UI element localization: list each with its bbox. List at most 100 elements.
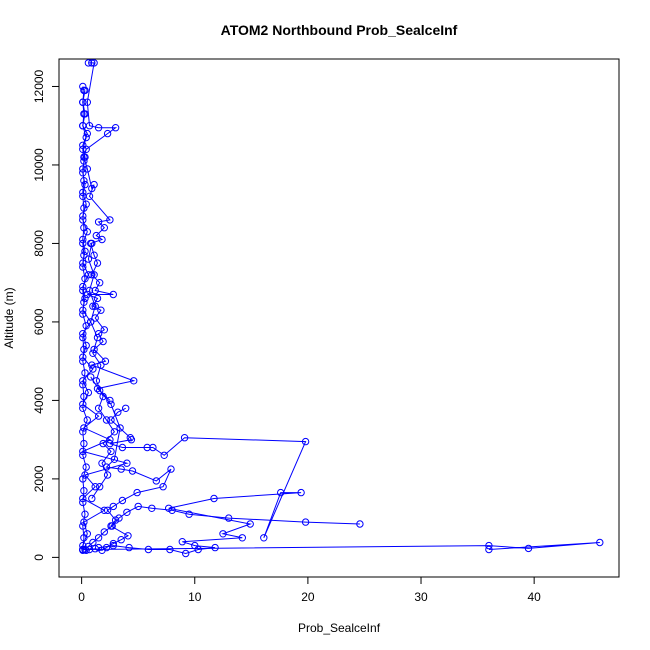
data-point <box>82 341 90 350</box>
x-tick-label: 30 <box>414 590 428 604</box>
data-point <box>297 488 305 497</box>
data-point <box>194 545 202 554</box>
data-point <box>123 459 131 467</box>
data-point <box>90 345 98 354</box>
data-point <box>85 192 94 201</box>
data-point <box>94 218 103 226</box>
series-line <box>82 90 88 550</box>
data-point <box>79 333 87 342</box>
x-tick-label: 20 <box>301 590 315 604</box>
data-point <box>117 536 125 544</box>
data-point <box>88 361 96 369</box>
data-point <box>111 124 120 132</box>
data-point <box>101 357 110 365</box>
data-point <box>133 488 141 497</box>
data-point <box>301 518 310 526</box>
x-tick-label: 40 <box>527 590 541 604</box>
data-point <box>81 180 89 189</box>
data-point <box>143 443 151 452</box>
data-point <box>110 455 119 463</box>
data-point <box>80 439 88 448</box>
data-point <box>98 459 106 467</box>
data-point <box>79 239 87 248</box>
series-2 <box>79 86 92 554</box>
data-point <box>79 428 87 436</box>
data-point <box>102 416 111 424</box>
data-point <box>160 451 168 459</box>
series-line <box>82 505 360 551</box>
data-point <box>90 251 98 259</box>
data-point <box>149 443 157 452</box>
data-point <box>100 224 109 232</box>
data-point <box>96 483 104 491</box>
data-point <box>79 404 87 412</box>
data-point <box>103 471 112 479</box>
data-point <box>168 506 176 514</box>
data-point <box>118 496 127 505</box>
data-point <box>128 467 137 475</box>
data-point <box>88 184 96 193</box>
x-axis: 0 10 20 30 40 <box>78 576 541 604</box>
data-point <box>356 520 364 528</box>
data-point <box>88 271 96 279</box>
data-point <box>80 153 88 161</box>
data-point <box>82 200 90 208</box>
data-point <box>117 465 125 473</box>
data-point <box>94 124 103 132</box>
data-point <box>159 483 167 491</box>
data-point <box>81 275 89 283</box>
data-point <box>91 545 99 553</box>
data-point <box>98 546 106 554</box>
series-line <box>98 407 307 555</box>
data-point <box>134 502 142 511</box>
data-point <box>485 545 493 554</box>
data-point <box>90 271 98 279</box>
data-point <box>83 165 92 173</box>
data-point <box>80 110 88 118</box>
data-point <box>103 129 112 138</box>
data-point <box>246 520 254 528</box>
data-point <box>80 392 88 401</box>
data-point <box>80 204 88 212</box>
data-point <box>185 510 193 518</box>
data-point <box>103 506 112 514</box>
data-point <box>100 528 109 536</box>
series-5 <box>82 373 175 554</box>
data-point <box>90 180 98 189</box>
data-point <box>99 392 107 401</box>
data-point <box>596 538 604 547</box>
y-tick-label: 6000 <box>32 308 46 335</box>
data-point <box>79 169 87 177</box>
data-point <box>85 122 94 130</box>
data-point <box>107 416 115 424</box>
series-1 <box>79 82 604 554</box>
y-tick-label: 2000 <box>32 465 46 492</box>
data-point <box>79 310 87 318</box>
data-point <box>81 294 89 303</box>
data-point <box>277 488 285 497</box>
series-4 <box>94 404 310 558</box>
y-axis-label: Altitude (m) <box>2 287 16 348</box>
data-point <box>109 502 118 511</box>
data-point <box>79 381 87 389</box>
data-point <box>122 404 130 412</box>
series-3 <box>80 59 138 405</box>
data-point <box>83 98 92 106</box>
chart-title: ATOM2 Northbound Prob_SealceInf <box>221 22 458 38</box>
y-axis: 0 2000 4000 6000 8000 10000 12000 <box>32 69 60 561</box>
data-point <box>79 263 87 271</box>
series-7 <box>84 239 119 503</box>
data-point <box>87 318 95 326</box>
data-point <box>81 369 89 377</box>
series-line <box>86 376 172 551</box>
data-point <box>79 357 87 365</box>
data-point <box>125 543 133 552</box>
series-6 <box>79 502 364 554</box>
data-point <box>94 534 103 542</box>
data-point <box>167 465 175 473</box>
data-point <box>144 545 153 554</box>
plot-frame <box>58 58 620 578</box>
data-point <box>94 412 103 420</box>
data-point <box>81 510 89 518</box>
